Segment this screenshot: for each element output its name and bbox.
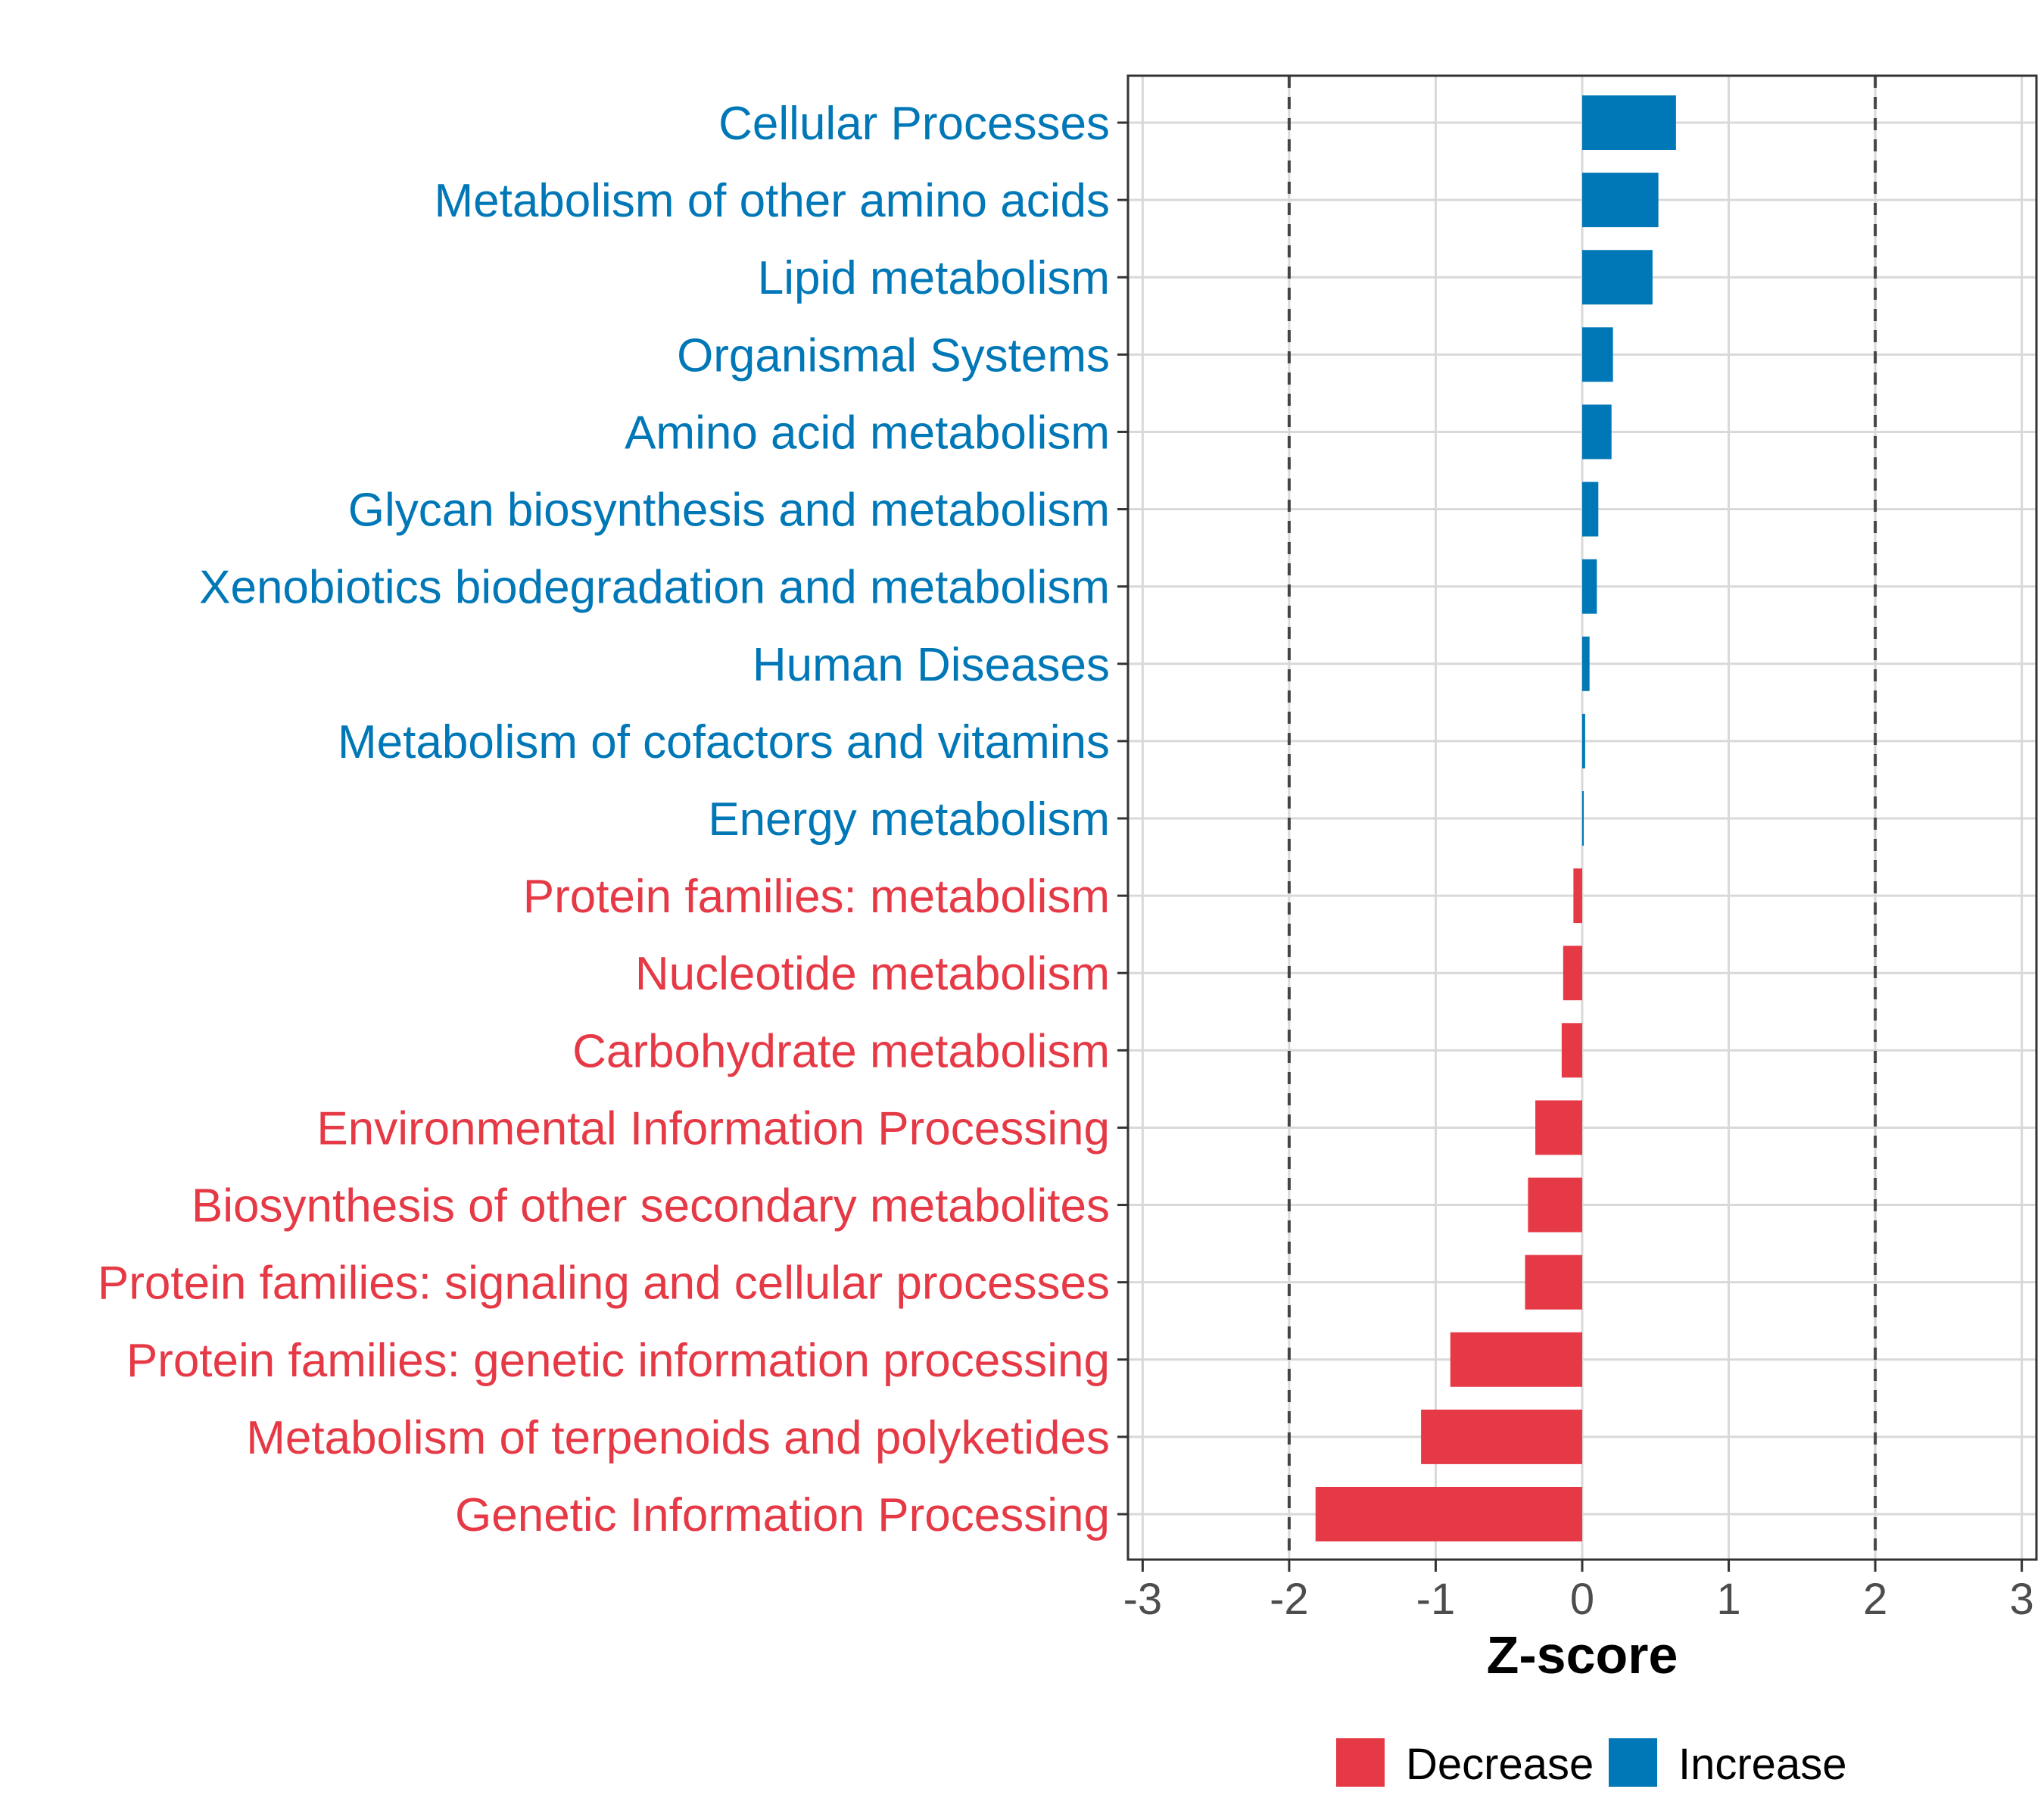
bar-17 xyxy=(1450,1332,1582,1387)
category-label-2: Metabolism of other amino acids xyxy=(434,175,1110,227)
category-label-13: Carbohydrate metabolism xyxy=(572,1025,1110,1077)
category-label-4: Organismal Systems xyxy=(677,329,1110,382)
x-axis-ticks: -3 -2 -1 0 1 2 3 xyxy=(1123,1560,2034,1624)
category-label-3: Lipid metabolism xyxy=(758,252,1110,304)
category-label-7: Xenobiotics biodegradation and metabolis… xyxy=(199,562,1110,614)
x-tick-label-4: 1 xyxy=(1716,1575,1740,1624)
bar-13 xyxy=(1561,1023,1582,1078)
bar-15 xyxy=(1528,1177,1582,1233)
bar-14 xyxy=(1535,1100,1582,1155)
bar-5 xyxy=(1582,404,1612,460)
category-label-8: Human Diseases xyxy=(752,639,1110,691)
category-label-6: Glycan biosynthesis and metabolism xyxy=(348,485,1110,537)
category-label-9: Metabolism of cofactors and vitamins xyxy=(338,716,1110,768)
bar-1 xyxy=(1582,95,1676,150)
bar-18 xyxy=(1421,1409,1582,1464)
x-tick-label-0: -3 xyxy=(1123,1575,1163,1624)
category-label-19: Genetic Information Processing xyxy=(455,1489,1110,1541)
bar-11 xyxy=(1573,868,1582,924)
category-label-17: Protein families: genetic information pr… xyxy=(126,1335,1110,1387)
bar-7 xyxy=(1582,559,1597,614)
x-tick-label-2: -1 xyxy=(1416,1575,1456,1624)
bars xyxy=(1315,95,1676,1541)
category-label-11: Protein families: metabolism xyxy=(523,871,1110,923)
bar-10 xyxy=(1582,791,1584,846)
legend-label-decrease: Decrease xyxy=(1406,1740,1594,1789)
category-label-1: Cellular Processes xyxy=(718,98,1110,150)
category-label-14: Environmental Information Processing xyxy=(316,1102,1110,1155)
legend-swatch-increase xyxy=(1609,1738,1657,1787)
bar-16 xyxy=(1525,1254,1582,1310)
category-label-15: Biosynthesis of other secondary metaboli… xyxy=(192,1180,1110,1233)
category-label-5: Amino acid metabolism xyxy=(625,407,1110,459)
bar-9 xyxy=(1582,713,1585,768)
category-labels: Cellular Processes Metabolism of other am… xyxy=(98,98,1128,1541)
reference-lines xyxy=(1287,76,1877,1560)
bar-3 xyxy=(1582,250,1653,305)
legend: Decrease Increase xyxy=(1336,1738,1846,1789)
bar-12 xyxy=(1563,946,1582,1001)
x-tick-label-5: 2 xyxy=(1863,1575,1887,1624)
category-label-16: Protein families: signaling and cellular… xyxy=(98,1258,1110,1310)
category-label-10: Energy metabolism xyxy=(708,793,1110,846)
x-axis-title: Z-score xyxy=(1487,1625,1678,1685)
x-tick-label-6: 3 xyxy=(2010,1575,2034,1624)
bar-6 xyxy=(1582,482,1599,537)
category-label-12: Nucleotide metabolism xyxy=(635,948,1110,1000)
x-tick-label-3: 0 xyxy=(1570,1575,1594,1624)
x-tick-label-1: -2 xyxy=(1270,1575,1309,1624)
bar-2 xyxy=(1582,173,1659,228)
bar-4 xyxy=(1582,327,1613,382)
bar-19 xyxy=(1315,1487,1582,1541)
legend-swatch-decrease xyxy=(1336,1738,1385,1787)
category-label-18: Metabolism of terpenoids and polyketides xyxy=(246,1412,1110,1464)
legend-label-increase: Increase xyxy=(1678,1740,1846,1789)
bar-8 xyxy=(1582,636,1590,691)
